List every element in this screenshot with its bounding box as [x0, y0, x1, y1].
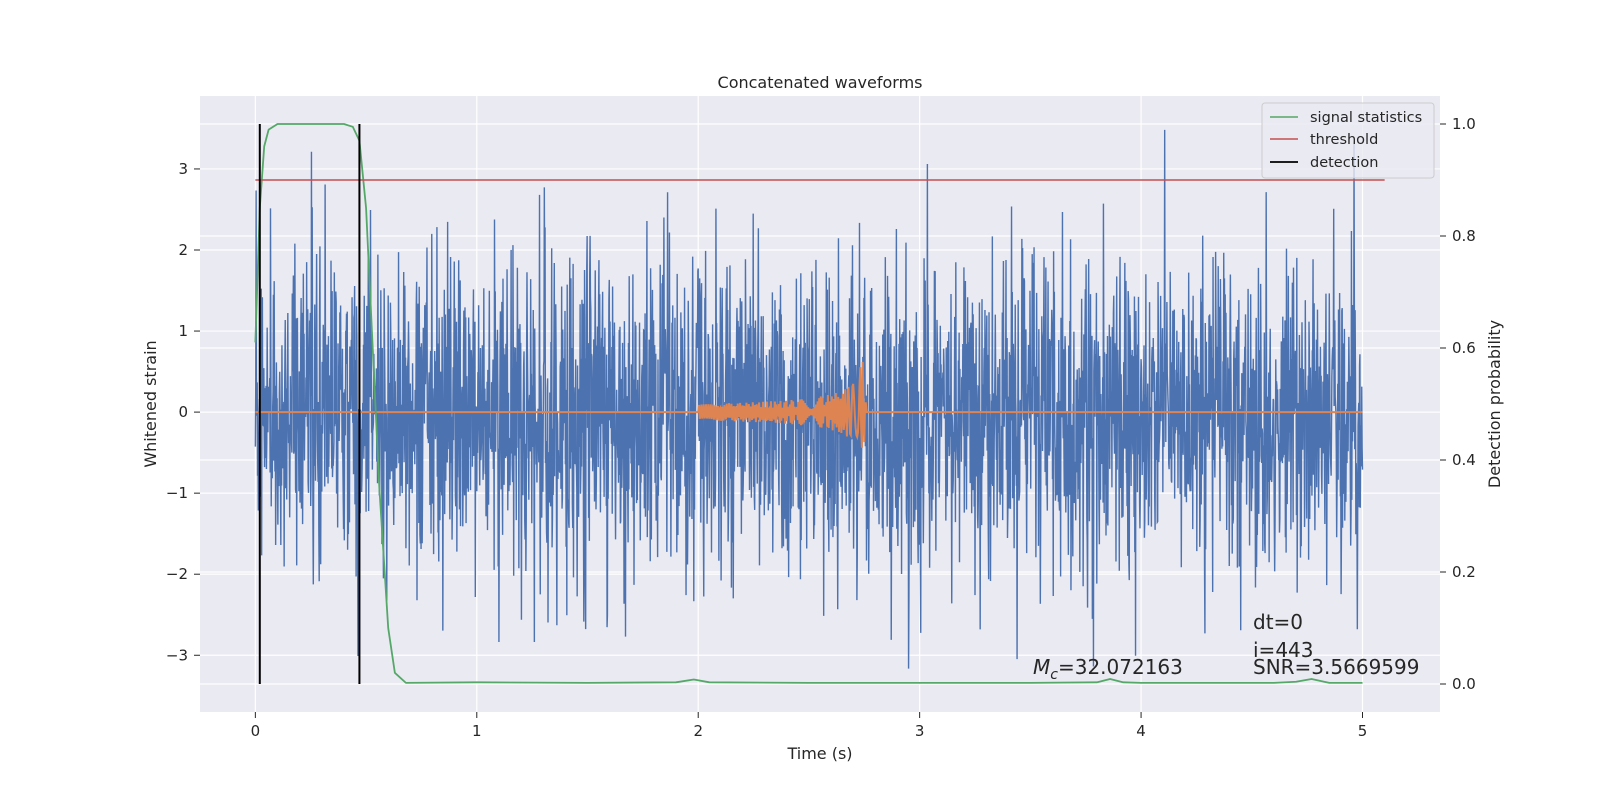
y-right-axis-label: Detection probability — [1485, 320, 1504, 488]
plot-series — [254, 123, 1385, 684]
legend-box — [1261, 102, 1435, 179]
x-tick-label: 5 — [1358, 722, 1368, 740]
y-tick-label: 2 — [178, 241, 188, 259]
strain-series-line — [254, 129, 1364, 669]
y-tick-label: −1 — [166, 484, 188, 502]
y-right-tick-label: 0.8 — [1452, 227, 1476, 245]
chirp-mass-symbol: M — [1033, 655, 1050, 679]
x-tick-label: 4 — [1136, 722, 1146, 740]
y-tick-label: 3 — [178, 160, 188, 178]
y-right-tick-label: 1.0 — [1452, 115, 1476, 133]
x-tick-label: 0 — [251, 722, 261, 740]
axis-ticks: 0 1 2 3 4 5 −3 −2 −1 0 1 2 3 0.0 0.2 0.4 0.6 0.8 1.0 — [166, 115, 1476, 740]
annotation-dt: dt=0 — [1253, 610, 1303, 634]
y-tick-label: 1 — [178, 322, 188, 340]
annotation-chirp-mass: Mc=32.072163 — [1033, 655, 1183, 683]
y-tick-label: 0 — [178, 403, 188, 421]
legend: signal statistics threshold detection — [1261, 102, 1435, 179]
y-right-tick-label: 0.2 — [1452, 563, 1476, 581]
y-right-tick-label: 0.6 — [1452, 339, 1476, 357]
y-tick-label: −3 — [166, 646, 188, 664]
y-tick-label: −2 — [166, 565, 188, 583]
signal-statistics-line — [254, 123, 1363, 684]
annotations: dt=0 i=443 SNR=3.5669599 Mc=32.072163 — [1033, 610, 1419, 683]
chirp-mass-subscript: c — [1050, 667, 1058, 683]
x-tick-label: 2 — [693, 722, 703, 740]
chart-title: Concatenated waveforms — [718, 73, 923, 92]
legend-label-signal-statistics: signal statistics — [1310, 110, 1422, 126]
template-series-line — [255, 361, 1363, 448]
chirp-mass-value: =32.072163 — [1058, 655, 1183, 679]
x-axis-label: Time (s) — [786, 744, 852, 763]
legend-label-detection: detection — [1310, 155, 1378, 171]
x-tick-label: 3 — [915, 722, 925, 740]
legend-label-threshold: threshold — [1310, 132, 1378, 148]
annotation-snr: SNR=3.5669599 — [1253, 655, 1419, 679]
y-right-tick-label: 0.0 — [1452, 675, 1476, 693]
x-tick-label: 1 — [472, 722, 482, 740]
y-axis-label: Whitened strain — [141, 340, 160, 467]
annotation-index: i=443 — [1253, 638, 1314, 662]
y-right-tick-label: 0.4 — [1452, 451, 1476, 469]
